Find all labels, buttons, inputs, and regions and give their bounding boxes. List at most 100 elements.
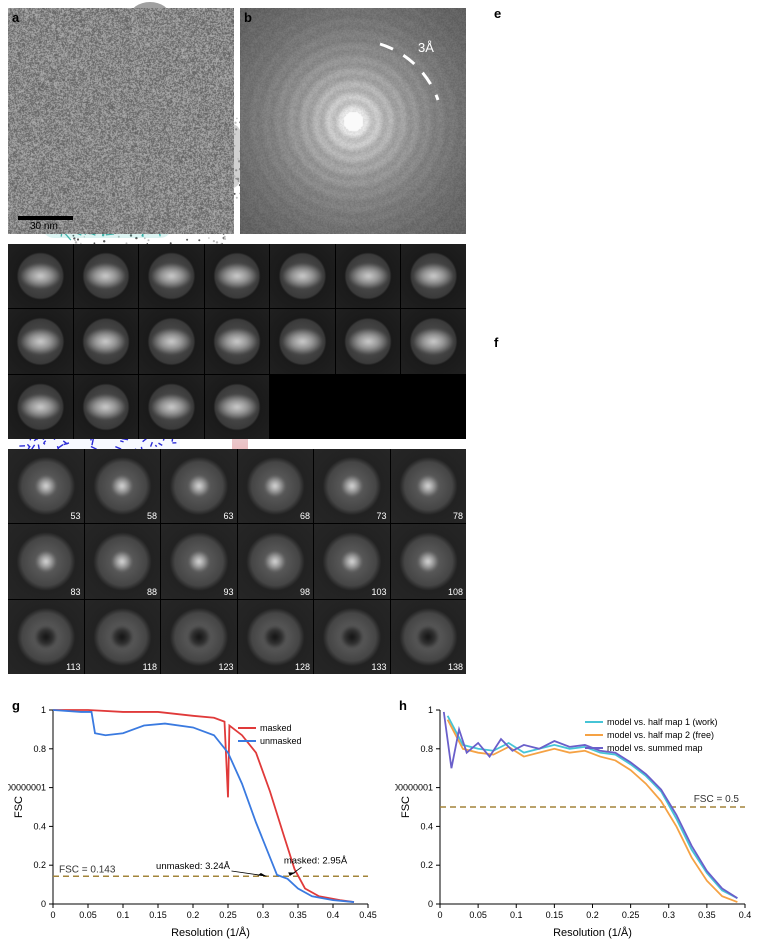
svg-text:0.25: 0.25 [622, 910, 640, 920]
panel-c-class-15 [74, 375, 139, 439]
svg-text:1: 1 [41, 705, 46, 715]
panel-d-slice-number: 128 [295, 662, 310, 672]
svg-text:Resolution (1/Å): Resolution (1/Å) [553, 926, 632, 939]
svg-text:unmasked: unmasked [260, 736, 302, 746]
panel-g-fsc-chart: 0 0.05 0.1 0.15 0.2 0.25 0.3 0.35 0.4 0.45 0 0.2 0.4… [8, 700, 378, 940]
panel-c-class-11 [270, 309, 335, 373]
panel-d-slice-68: 68 [238, 449, 314, 523]
panel-d-slice-58: 58 [85, 449, 161, 523]
panel-c-class-19 [336, 375, 401, 439]
panel-d-slice-number: 93 [223, 587, 233, 597]
panel-d-slice-number: 133 [371, 662, 386, 672]
svg-text:0.35: 0.35 [289, 910, 307, 920]
panel-b-powerspectrum: b 3Å [240, 8, 466, 234]
panel-c-class-13 [401, 309, 466, 373]
svg-text:masked: 2.95Å: masked: 2.95Å [284, 855, 348, 866]
panel-d-slice-number: 118 [143, 662, 157, 672]
svg-text:0.4: 0.4 [420, 821, 433, 831]
panel-d-slice-103: 103 [314, 524, 390, 598]
svg-text:0.4: 0.4 [327, 910, 340, 920]
svg-text:0.15: 0.15 [149, 910, 167, 920]
panel-d-slice-123: 123 [161, 600, 237, 674]
svg-text:0.05: 0.05 [469, 910, 487, 920]
panel-d-slice-113: 113 [8, 600, 84, 674]
svg-text:1: 1 [428, 705, 433, 715]
svg-text:0.3: 0.3 [662, 910, 675, 920]
svg-text:0.2: 0.2 [420, 860, 433, 870]
panel-c-class-5 [336, 244, 401, 308]
svg-text:0.4: 0.4 [739, 910, 752, 920]
thon-ring-label: 3Å [418, 40, 434, 55]
panel-d-slice-93: 93 [161, 524, 237, 598]
panel-d-slice-number: 108 [448, 587, 463, 597]
svg-text:0.4: 0.4 [33, 821, 46, 831]
svg-text:0.2: 0.2 [586, 910, 599, 920]
svg-text:Resolution (1/Å): Resolution (1/Å) [171, 926, 250, 939]
panel-d-slice-83: 83 [8, 524, 84, 598]
panel-d-slice-133: 133 [314, 600, 390, 674]
svg-text:0.15: 0.15 [546, 910, 564, 920]
panel-d-slice-number: 98 [300, 587, 310, 597]
panel-d-slice-118: 118 [85, 600, 161, 674]
svg-text:0.2: 0.2 [33, 860, 46, 870]
panel-d-slice-number: 138 [448, 662, 463, 672]
svg-text:0: 0 [41, 899, 46, 909]
svg-text:model vs. half map 2 (free): model vs. half map 2 (free) [607, 730, 714, 740]
svg-text:FSC = 0.5: FSC = 0.5 [694, 794, 740, 805]
panel-d-slice-78: 78 [391, 449, 467, 523]
panel-d-slice-108: 108 [391, 524, 467, 598]
panel-h-fsc-chart: 0 0.05 0.1 0.15 0.2 0.25 0.3 0.35 0.4 0 0.2 0.4 0.60… [395, 700, 755, 940]
panel-c-class-8 [74, 309, 139, 373]
panel-d-slice-number: 63 [223, 511, 233, 521]
panel-d-slice-63: 63 [161, 449, 237, 523]
panel-c-class-10 [205, 309, 270, 373]
panel-c-class-16 [139, 375, 204, 439]
panel-d-slice-number: 68 [300, 511, 310, 521]
panel-c-class-6 [401, 244, 466, 308]
panel-a-label: a [12, 10, 19, 25]
panel-e-label: e [494, 6, 501, 21]
panel-c-class-4 [270, 244, 335, 308]
svg-text:0.6000000000000001: 0.6000000000000001 [395, 783, 433, 793]
svg-text:0.8: 0.8 [33, 744, 46, 754]
panel-d-slices: 5358636873788388939810310811311812312813… [8, 449, 466, 674]
panel-c-class-7 [8, 309, 73, 373]
svg-text:0.1: 0.1 [510, 910, 523, 920]
panel-c-class-9 [139, 309, 204, 373]
panel-d-slice-138: 138 [391, 600, 467, 674]
svg-text:0.1: 0.1 [117, 910, 130, 920]
svg-text:model vs. half map 1 (work): model vs. half map 1 (work) [607, 717, 718, 727]
panel-d-slice-number: 123 [218, 662, 233, 672]
svg-text:0: 0 [428, 899, 433, 909]
svg-text:unmasked: 3.24Å: unmasked: 3.24Å [156, 861, 231, 872]
svg-text:0.35: 0.35 [698, 910, 716, 920]
panel-d-slice-number: 53 [70, 511, 80, 521]
panel-d-slice-number: 78 [453, 511, 463, 521]
svg-text:0.6000000000000001: 0.6000000000000001 [8, 783, 46, 793]
svg-text:0.3: 0.3 [257, 910, 270, 920]
panel-d-slice-98: 98 [238, 524, 314, 598]
svg-text:0.25: 0.25 [219, 910, 237, 920]
svg-text:0: 0 [437, 910, 442, 920]
panel-a-scalebar [18, 216, 73, 220]
panel-c-class-18 [270, 375, 335, 439]
panel-d-slice-number: 113 [66, 662, 80, 672]
panel-f-label: f [494, 335, 498, 350]
panel-c-class-20 [401, 375, 466, 439]
panel-d-slice-number: 73 [376, 511, 386, 521]
panel-c-class-averages [8, 244, 466, 439]
svg-text:0: 0 [50, 910, 55, 920]
panel-c-class-1 [74, 244, 139, 308]
panel-c-class-17 [205, 375, 270, 439]
panel-c-class-12 [336, 309, 401, 373]
svg-text:0.45: 0.45 [359, 910, 377, 920]
panel-d-slice-128: 128 [238, 600, 314, 674]
panel-d-slice-73: 73 [314, 449, 390, 523]
svg-text:0.2: 0.2 [187, 910, 200, 920]
svg-text:masked: masked [260, 723, 292, 733]
svg-text:0.05: 0.05 [79, 910, 97, 920]
panel-d-slice-number: 83 [70, 587, 80, 597]
svg-text:0.8: 0.8 [420, 744, 433, 754]
panel-c-class-0 [8, 244, 73, 308]
svg-text:FSC: FSC [13, 796, 25, 818]
